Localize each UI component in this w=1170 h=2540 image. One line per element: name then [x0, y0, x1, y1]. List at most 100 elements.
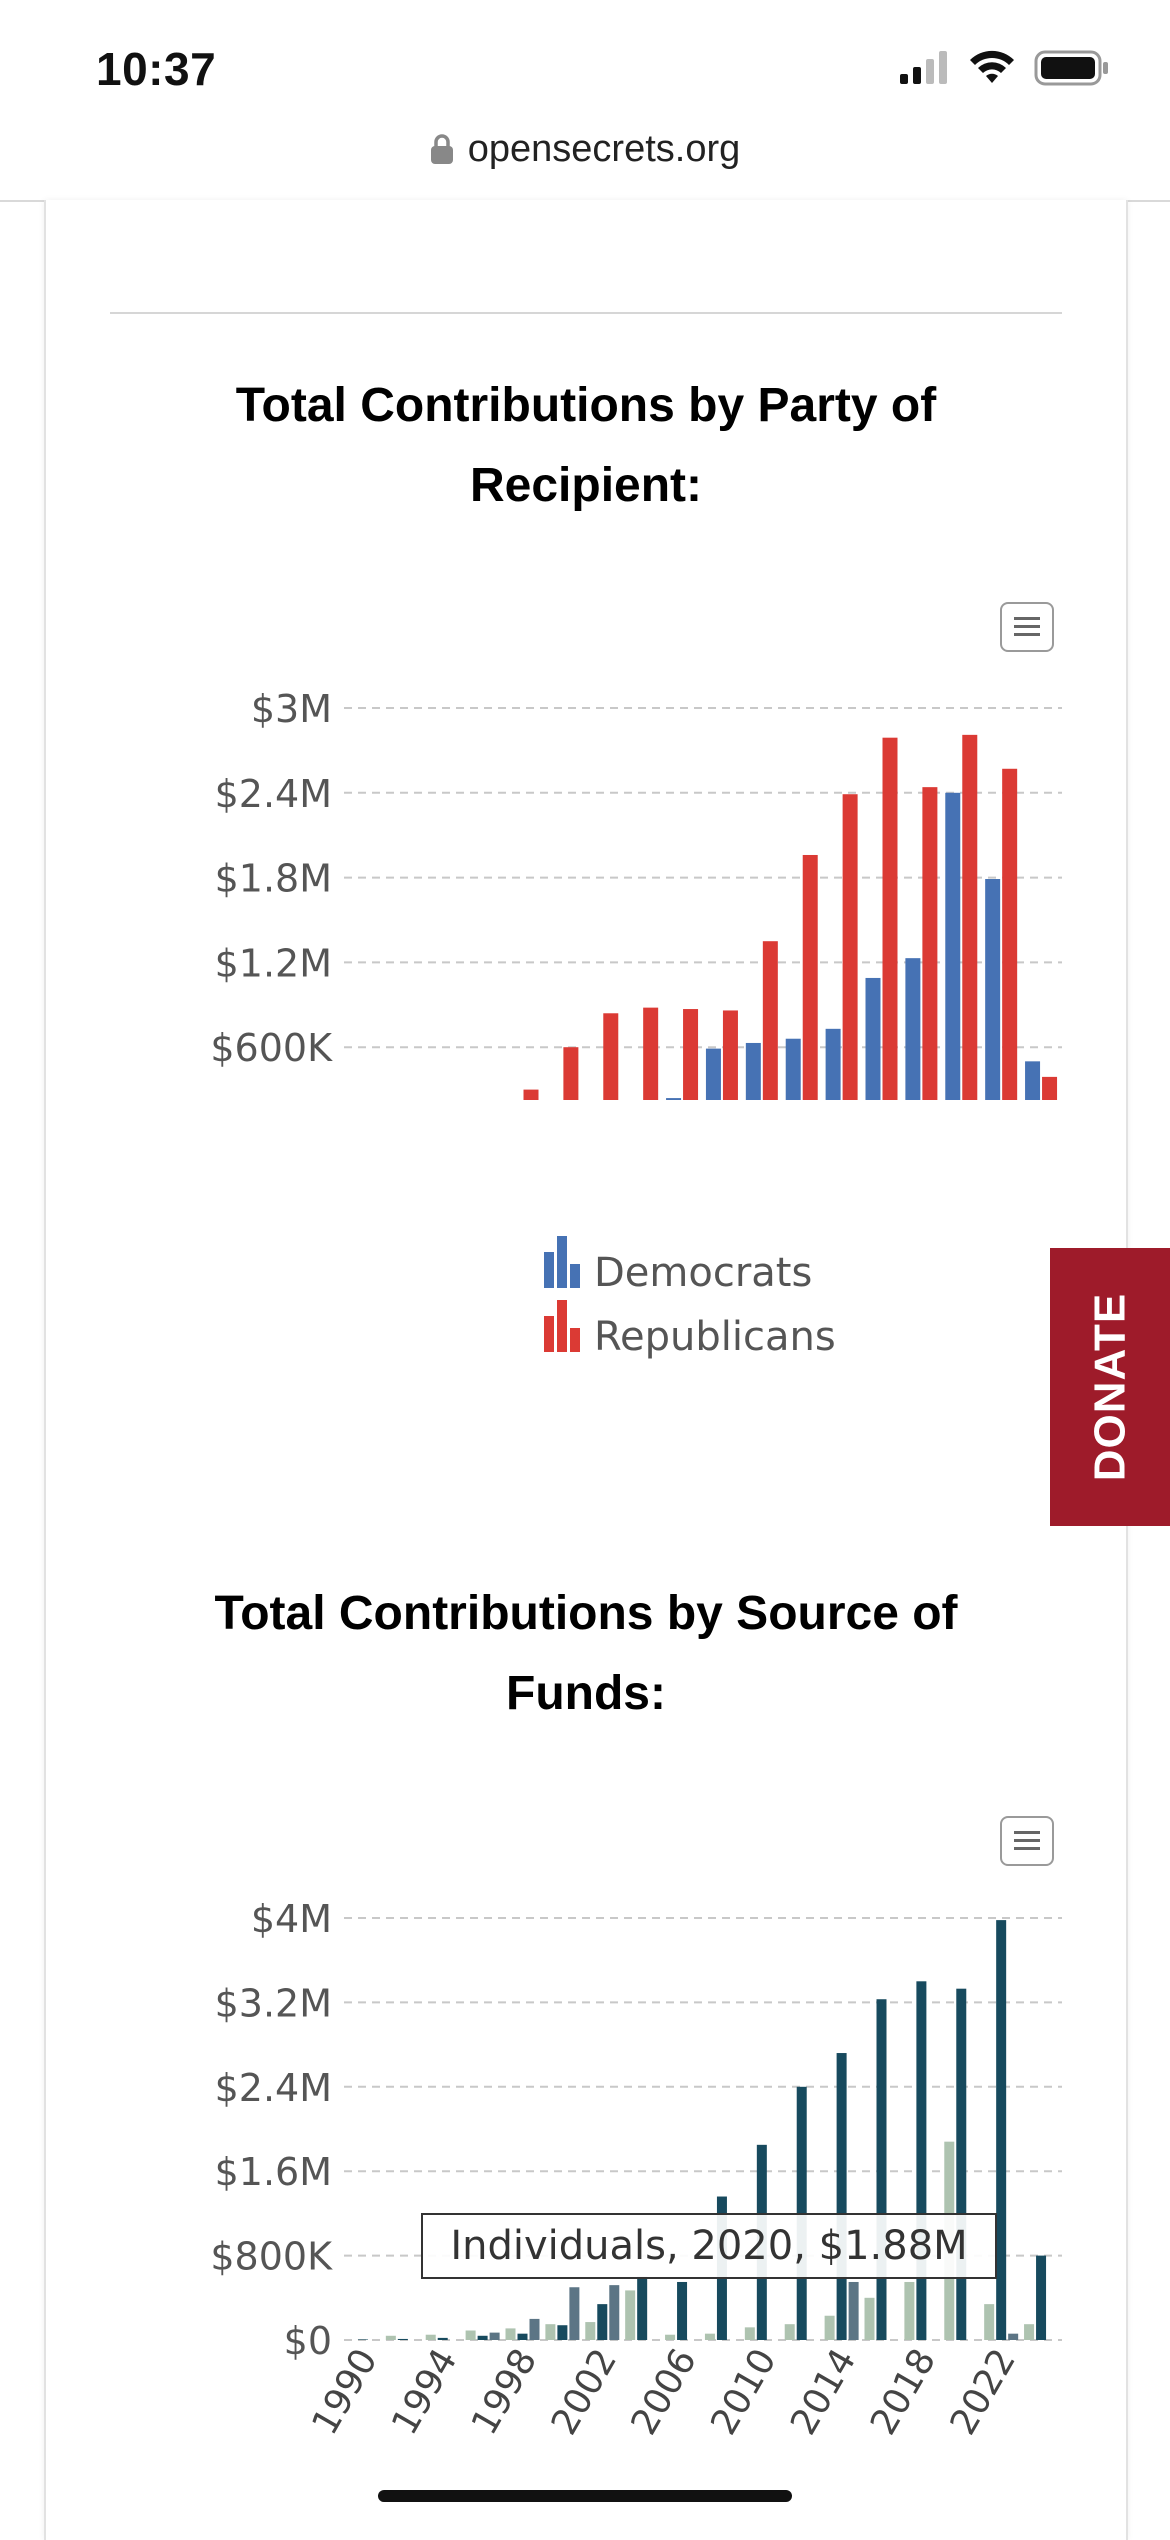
source-bar-soft-2000[interactable]	[569, 2287, 580, 2340]
source-bar-pacs-2018[interactable]	[916, 1981, 927, 2340]
party-chart-title: Total Contributions by Party of Recipien…	[235, 379, 937, 512]
source-bar-pacs-2000[interactable]	[557, 2325, 568, 2340]
source-x-tick-label: 2014	[783, 2342, 864, 2442]
party-bar-republicans-2014[interactable]	[842, 794, 858, 1132]
source-bar-pacs-1990[interactable]	[357, 2339, 368, 2340]
legend-bar-icon	[544, 1316, 554, 1352]
source-x-tick-label: 1998	[464, 2342, 545, 2442]
source-bar-pacs-2020[interactable]	[956, 1988, 967, 2340]
source-bar-individuals-2022[interactable]	[984, 2304, 995, 2340]
source-y-tick-label: $800K	[210, 2235, 333, 2279]
source-x-tick-label: 2018	[863, 2342, 944, 2442]
party-bar-republicans-2020[interactable]	[962, 734, 978, 1132]
party-chart: $0$600K$1.2M$1.8M$2.4M$3M199019941998200…	[110, 570, 1062, 1234]
source-bar-individuals-2002[interactable]	[585, 2322, 596, 2340]
source-x-tick-label: 2010	[703, 2342, 784, 2442]
party-bar-republicans-2006[interactable]	[683, 1009, 699, 1132]
party-y-tick-label: $1.2M	[215, 941, 332, 985]
source-chart-svg: $0$800K$1.6M$2.4M$3.2M$4M199019941998200…	[210, 1897, 1062, 2442]
source-bar-pacs-1998[interactable]	[517, 2333, 528, 2340]
party-bar-democrats-2016[interactable]	[865, 977, 881, 1132]
party-bar-republicans-2000[interactable]	[563, 1047, 579, 1132]
section-divider	[110, 312, 1062, 314]
source-bar-pacs-2022[interactable]	[996, 1920, 1007, 2340]
status-bar: 10:37	[0, 0, 1170, 130]
wifi-icon	[970, 50, 1014, 83]
source-x-tick-label: 2006	[624, 2342, 705, 2442]
browser-url-bar[interactable]: opensecrets.org	[0, 120, 1170, 202]
party-bar-republicans-2016[interactable]	[882, 737, 898, 1132]
source-bar-soft-1996[interactable]	[489, 2332, 500, 2340]
party-bar-democrats-2024[interactable]	[1025, 1061, 1041, 1132]
donate-button[interactable]: DONATE	[1050, 1248, 1170, 1526]
party-bar-republicans-2012[interactable]	[802, 854, 818, 1132]
party-bar-republicans-2024[interactable]	[1042, 1076, 1058, 1132]
source-bar-individuals-2012[interactable]	[784, 2324, 795, 2340]
source-bar-pacs-2004[interactable]	[637, 2276, 648, 2340]
party-bar-democrats-2014[interactable]	[825, 1028, 841, 1132]
donate-label: DONATE	[1085, 1292, 1135, 1482]
source-bar-individuals-2000[interactable]	[545, 2324, 556, 2340]
source-bar-pacs-2006[interactable]	[677, 2281, 688, 2340]
source-bar-soft-2002[interactable]	[609, 2285, 620, 2340]
party-bar-democrats-2008[interactable]	[705, 1048, 721, 1132]
source-bar-pacs-1996[interactable]	[477, 2335, 488, 2340]
party-y-tick-label: $3M	[251, 687, 332, 731]
source-bar-soft-1998[interactable]	[529, 2318, 540, 2340]
party-bar-republicans-2010[interactable]	[762, 941, 778, 1132]
source-bar-individuals-2010[interactable]	[744, 2327, 755, 2340]
legend-bar-icon	[570, 1264, 580, 1288]
source-bar-individuals-2014[interactable]	[824, 2315, 835, 2340]
party-bar-republicans-2002[interactable]	[603, 1013, 619, 1132]
party-chart-svg: $0$600K$1.2M$1.8M$2.4M$3M199019941998200…	[210, 687, 1062, 1234]
source-bar-individuals-2016[interactable]	[864, 2297, 875, 2340]
source-x-tick-label: 2022	[943, 2342, 1024, 2442]
source-bar-individuals-2018[interactable]	[904, 2281, 915, 2340]
source-bar-individuals-1994[interactable]	[425, 2334, 436, 2340]
party-y-tick-label: $1.8M	[215, 857, 332, 901]
party-bar-republicans-2018[interactable]	[922, 787, 938, 1132]
source-bar-pacs-2016[interactable]	[876, 1999, 887, 2340]
source-y-tick-label: $3.2M	[215, 1981, 332, 2025]
legend-bar-icon	[544, 1252, 554, 1288]
source-bar-pacs-1992[interactable]	[397, 2338, 408, 2340]
party-chart-menu-button[interactable]	[1000, 602, 1054, 652]
party-legend-svg: Democrats Republicans	[544, 1236, 836, 1360]
party-bar-democrats-2020[interactable]	[945, 792, 961, 1132]
source-bar-pacs-2002[interactable]	[597, 2304, 608, 2340]
party-legend-item-democrats[interactable]: Democrats	[544, 1236, 812, 1296]
tooltip-text: Individuals, 2020, $1.88M	[450, 2223, 967, 2269]
source-bar-individuals-1998[interactable]	[505, 2328, 516, 2340]
party-bar-democrats-2012[interactable]	[785, 1038, 801, 1132]
source-bar-pacs-2014[interactable]	[836, 2053, 847, 2340]
status-icons	[898, 48, 1110, 88]
url-text: opensecrets.org	[467, 128, 741, 170]
party-legend-item-republicans[interactable]: Republicans	[544, 1300, 836, 1360]
party-bar-democrats-2018[interactable]	[905, 958, 921, 1132]
source-chart-tooltip: Individuals, 2020, $1.88M	[421, 2213, 997, 2279]
source-x-tick-label: 1994	[384, 2342, 465, 2442]
source-bar-pacs-2024[interactable]	[1036, 2255, 1047, 2340]
source-bar-soft-2014[interactable]	[848, 2281, 859, 2340]
source-y-tick-label: $4M	[251, 1897, 332, 1941]
source-y-tick-label: $2.4M	[215, 2066, 332, 2110]
source-bar-individuals-2004[interactable]	[625, 2290, 636, 2340]
source-bar-individuals-1996[interactable]	[465, 2330, 476, 2340]
source-bar-soft-2022[interactable]	[1008, 2333, 1019, 2340]
source-bar-individuals-2008[interactable]	[704, 2333, 715, 2340]
party-bar-democrats-2022[interactable]	[985, 879, 1001, 1132]
party-bar-republicans-2022[interactable]	[1002, 768, 1018, 1132]
party-bar-republicans-2004[interactable]	[643, 1007, 659, 1132]
party-bar-democrats-2010[interactable]	[745, 1042, 761, 1132]
source-y-tick-label: $1.6M	[215, 2150, 332, 2194]
party-bar-republicans-2008[interactable]	[722, 1010, 738, 1132]
party-bar-republicans-1998[interactable]	[523, 1089, 539, 1132]
source-bar-pacs-1994[interactable]	[437, 2337, 448, 2340]
source-bar-individuals-2024[interactable]	[1024, 2324, 1035, 2340]
party-bar-democrats-2006[interactable]	[666, 1098, 682, 1132]
source-bar-individuals-2006[interactable]	[665, 2334, 676, 2340]
source-chart-menu-button[interactable]	[1000, 1816, 1054, 1866]
status-time: 10:37	[96, 43, 217, 95]
battery-icon	[1034, 50, 1108, 86]
source-bar-individuals-1992[interactable]	[385, 2335, 396, 2340]
